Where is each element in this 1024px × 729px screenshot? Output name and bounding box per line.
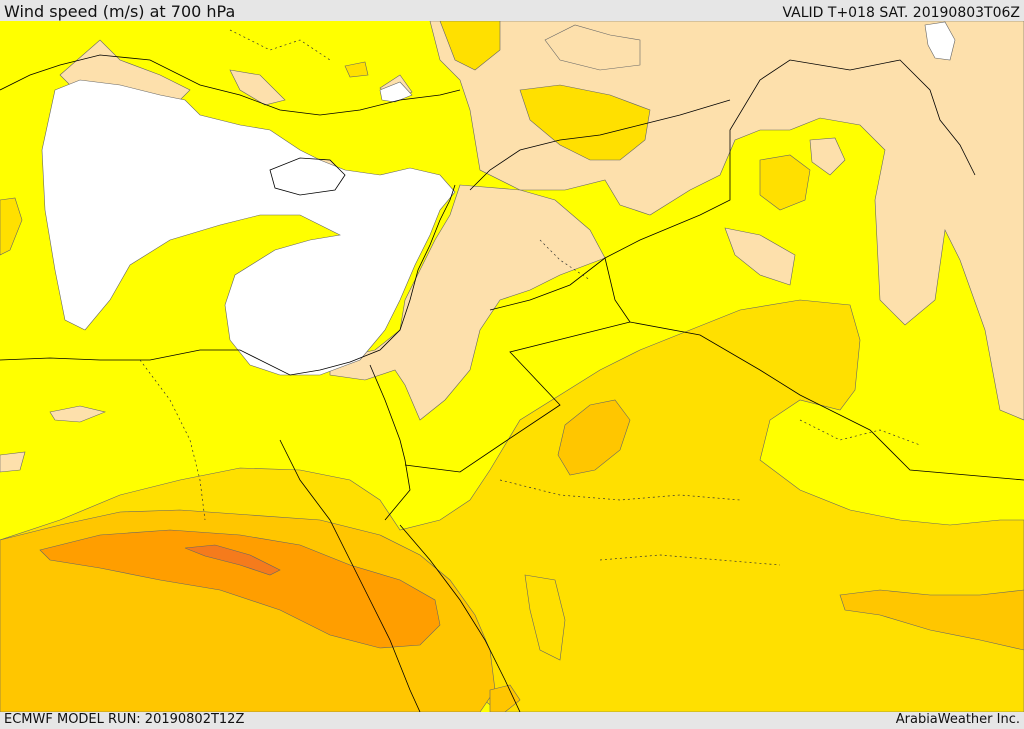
darkorange-area-egypt xyxy=(39,529,441,649)
tan-area-levant xyxy=(329,184,606,421)
tan-area-small-4 xyxy=(49,405,106,423)
gold-area-iraq xyxy=(519,84,651,161)
gold-area-northeast-1 xyxy=(759,154,811,211)
red-orange-core xyxy=(184,544,281,576)
model-run-label: ECMWF MODEL RUN: 20190802T12Z xyxy=(4,712,245,727)
coastline-red-sea-west xyxy=(279,439,421,712)
tan-area-small-3 xyxy=(724,227,796,286)
coastline-levant xyxy=(0,184,456,376)
zone-30-35 xyxy=(184,544,281,576)
border-jordan-saudi xyxy=(404,321,1024,481)
coastline-red-sea-east xyxy=(399,524,521,712)
dotted-line-3 xyxy=(599,554,781,566)
dotted-line-4 xyxy=(229,29,331,61)
map-canvas xyxy=(0,21,1024,712)
zone-25-30 xyxy=(39,529,441,649)
tan-area-small-5 xyxy=(0,451,26,473)
tan-area-small-1 xyxy=(229,69,286,106)
footer-bar: ECMWF MODEL RUN: 20190802T12Z ArabiaWeat… xyxy=(0,712,1024,729)
valid-time-label: VALID T+018 SAT. 20190803T06Z xyxy=(782,5,1020,21)
gold-area-west xyxy=(0,197,23,256)
tan-area-small-6 xyxy=(809,137,846,176)
white-area-mediterranean xyxy=(41,79,456,376)
wind-speed-map[interactable] xyxy=(0,21,1024,712)
gold-area-north xyxy=(439,21,501,71)
white-area-lake xyxy=(924,21,956,61)
borders xyxy=(0,54,1024,712)
tan-area-small-2 xyxy=(544,24,641,71)
header-bar: Wind speed (m/s) at 700 hPa VALID T+018 … xyxy=(0,0,1024,21)
zone-15-20 xyxy=(0,21,1024,712)
orange-area-small xyxy=(489,684,521,712)
zone-below-5 xyxy=(41,21,956,376)
border-syria-iraq xyxy=(489,257,631,323)
gold-area-red-sea xyxy=(524,574,566,661)
map-title: Wind speed (m/s) at 700 hPa xyxy=(4,2,236,21)
orange-area-southeast xyxy=(839,589,1024,651)
border-egypt-israel xyxy=(369,364,411,521)
coastline-cyprus xyxy=(269,157,346,196)
province-borders xyxy=(139,29,921,566)
coastline-turkey xyxy=(0,54,461,116)
gold-area-small xyxy=(344,61,369,78)
credit-label: ArabiaWeather Inc. xyxy=(895,712,1020,727)
dotted-line-2 xyxy=(499,479,741,501)
orange-area-saudi xyxy=(557,399,631,476)
border-turkey-syria xyxy=(469,99,731,191)
white-area-small xyxy=(379,81,413,103)
dotted-line-5 xyxy=(799,419,921,446)
border-iraq-iran xyxy=(604,59,976,259)
